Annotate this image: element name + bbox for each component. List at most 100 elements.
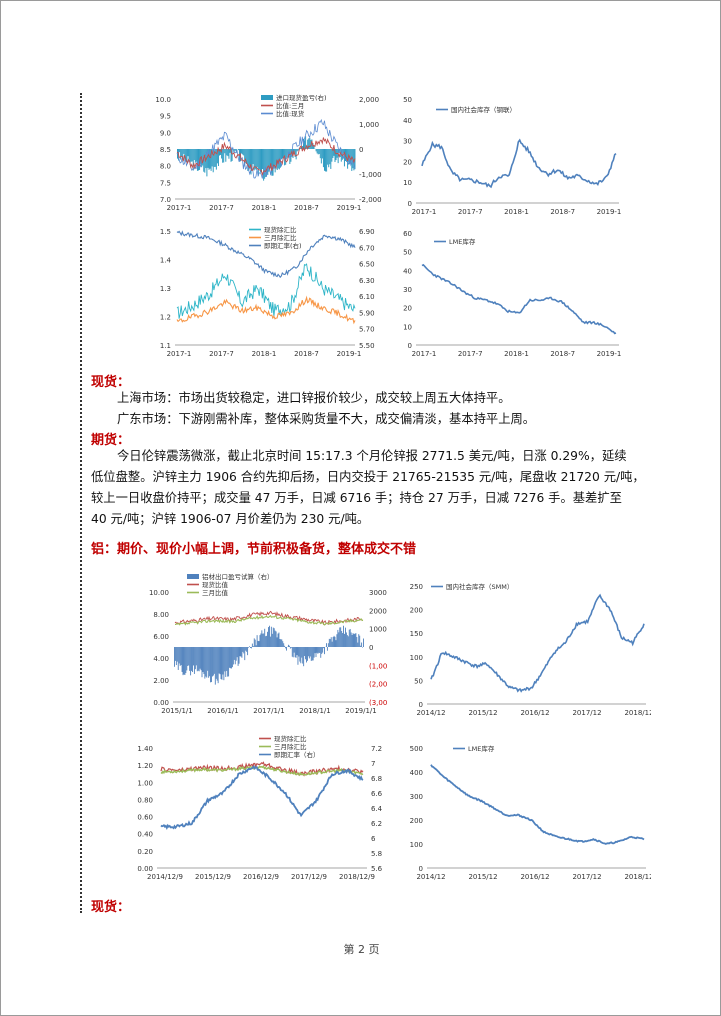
bar [231, 149, 233, 161]
bar [199, 647, 201, 669]
bar [209, 647, 211, 677]
bar [194, 149, 196, 163]
y-tick-label: 0.00 [153, 699, 169, 707]
bar [270, 626, 272, 647]
bar [185, 149, 187, 163]
x-tick-label: 2018-7 [550, 350, 575, 358]
chart-al-lme-stock: 500 400 300 200 100 0 2014/12 2015/12 2016/12 201… [401, 734, 651, 889]
chart-zinc-exchange-ratio-svg: 1.5 1.4 1.3 1.2 1.1 6.90 6.70 6.50 6.30 6.10 5.90 5… [160, 225, 375, 358]
y-tick-label: 1.5 [160, 228, 171, 236]
y-tick-label: 8.00 [153, 611, 169, 619]
x-tick-label: 2017-7 [458, 350, 483, 358]
y-tick-label: 1.3 [160, 285, 171, 293]
bar [238, 647, 240, 664]
bar [272, 627, 274, 647]
bar [224, 149, 226, 154]
bar [257, 640, 259, 647]
bar [273, 628, 275, 647]
y-tick-label: 0 [419, 865, 423, 873]
bar [269, 149, 271, 169]
bar [289, 647, 291, 649]
legend-swatch [187, 574, 199, 579]
x-tick-label: 2018-7 [550, 208, 575, 216]
bar [218, 647, 220, 674]
x-tick-label: 2017/12 [572, 709, 601, 717]
y-tick-label: 0.20 [137, 848, 153, 856]
bar [277, 633, 279, 647]
bar [180, 647, 182, 666]
chart-al-export-ratio: 10.00 8.00 6.00 4.00 2.00 0.00 3000 2000 1000 0 (1… [147, 566, 387, 724]
bar [280, 149, 282, 160]
y-right-tick-label: (2,000 [369, 681, 387, 689]
bar [187, 149, 189, 157]
bar [271, 149, 273, 176]
x-tick-label: 2015/12/9 [195, 873, 231, 881]
y-right-tick-label: 6.2 [371, 820, 382, 828]
y-right-tick-label: 5.8 [371, 850, 382, 858]
x-tick-label: 2018-1 [252, 350, 277, 358]
bar [295, 647, 297, 658]
bar [213, 647, 215, 674]
y-tick-label: 9.5 [160, 113, 171, 121]
bar [211, 647, 212, 683]
series-line [430, 593, 645, 693]
bar [296, 149, 298, 152]
bar [202, 647, 204, 673]
x-tick-label: 2019-1 [337, 350, 362, 358]
bar [177, 647, 179, 670]
bar [184, 647, 186, 675]
bar [198, 647, 200, 672]
spot-heading-zinc: 现货： [91, 375, 131, 390]
bar [319, 149, 321, 159]
y-right-tick-label: 5.6 [371, 865, 383, 873]
bar [185, 647, 187, 674]
bar [215, 647, 217, 679]
bar [319, 647, 321, 653]
bar [311, 139, 313, 149]
y-tick-label: 9.0 [160, 129, 171, 137]
bar [251, 643, 253, 647]
bar [282, 641, 284, 647]
series-line [421, 263, 617, 335]
bar [346, 149, 348, 162]
bar [309, 647, 311, 657]
chart-zinc-import-ratio-svg: 10.0 9.5 9.0 8.5 8.0 7.5 7.0 2,000 1,000 0 -1,000 -… [155, 93, 382, 212]
y-tick-label: 50 [403, 249, 412, 257]
bar [343, 625, 344, 647]
bar [361, 642, 363, 647]
bar [345, 627, 346, 647]
y-right-tick-label: 6.4 [371, 805, 383, 813]
bar [353, 634, 355, 647]
bar [226, 149, 228, 156]
bar [234, 149, 236, 151]
bar [252, 646, 254, 647]
bar [176, 647, 178, 662]
bar [330, 149, 332, 169]
bar [215, 149, 217, 170]
bar [297, 149, 299, 151]
bar [253, 638, 255, 647]
bar [203, 647, 205, 675]
bar [307, 647, 309, 657]
bar [309, 137, 311, 149]
bar [329, 149, 331, 165]
bar [195, 647, 197, 666]
bar [346, 635, 348, 647]
x-tick-label: 2018/12/9 [339, 873, 375, 881]
y-right-tick-label: -2,000 [359, 196, 382, 204]
y-tick-label: 10 [403, 323, 412, 331]
page-number: 第 2 页 [343, 943, 380, 956]
bar [213, 149, 215, 167]
y-tick-label: 8.5 [160, 146, 171, 154]
bar [189, 647, 191, 671]
x-tick-label: 2018/12 [624, 873, 651, 881]
chart-zinc-domestic-stock: 50 40 30 20 10 0 2017-1 2017-7 2018-1 2018-7 2019-… [394, 91, 624, 221]
bar [270, 149, 272, 169]
bar [293, 647, 295, 653]
bar [221, 149, 223, 159]
bar [217, 647, 219, 684]
bar [260, 633, 262, 647]
y-tick-label: 100 [410, 841, 423, 849]
bar [358, 634, 360, 647]
bar [261, 149, 262, 173]
